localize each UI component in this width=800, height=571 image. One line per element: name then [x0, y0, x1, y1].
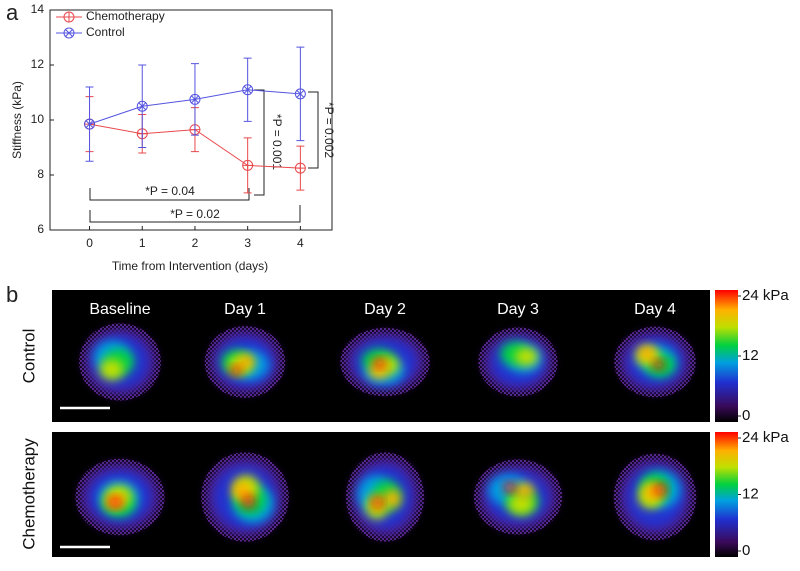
tumor: [373, 358, 386, 368]
colorbar: [715, 290, 738, 422]
legend-label: Chemotherapy: [86, 9, 165, 23]
tumor: [237, 354, 255, 369]
column-label: Baseline: [89, 301, 150, 318]
marker-circle: [189, 93, 201, 105]
marker: [294, 88, 306, 100]
x-axis-label: Time from Intervention (days): [112, 259, 268, 273]
marker-cross: [65, 29, 73, 37]
marker-circle: [242, 84, 254, 96]
y-tick-label: 12: [31, 57, 45, 71]
tumor: [384, 489, 401, 508]
tumor: [515, 347, 538, 366]
marker-circle: [63, 27, 75, 39]
tumor: [372, 496, 383, 509]
legend-marker: [63, 27, 75, 39]
column-label: Day 3: [497, 301, 539, 318]
column-label: Day 4: [634, 301, 676, 318]
tumor: [655, 483, 667, 496]
panel-label: b: [6, 282, 18, 307]
annotation: *P = 0.04: [145, 184, 195, 198]
marker-cross: [243, 85, 252, 94]
marker: [242, 159, 254, 171]
tumor: [232, 482, 252, 501]
marker-circle: [136, 100, 148, 112]
colorbar-label: 12: [742, 347, 759, 364]
legend-label: Control: [86, 25, 125, 39]
column-label: Day 2: [364, 301, 406, 318]
tumor: [109, 497, 122, 508]
marker-cross: [85, 120, 94, 128]
bracket: [89, 188, 250, 201]
row-label: Control: [19, 329, 38, 384]
marker-cross: [295, 163, 306, 174]
y-tick-label: 6: [37, 222, 44, 236]
x-tick-label: 2: [192, 236, 199, 250]
marker-cross: [64, 12, 74, 22]
marker-circle: [84, 118, 96, 130]
marker-cross: [191, 95, 199, 104]
marker: [189, 93, 201, 105]
bracket: [254, 89, 265, 196]
marker-cross: [138, 102, 147, 111]
marker-cross: [242, 160, 253, 171]
marker-cross: [296, 90, 305, 98]
y-axis-label: Stiffness (kPa): [10, 81, 24, 159]
x-tick-label: 0: [86, 236, 93, 250]
y-tick-label: 8: [37, 167, 44, 181]
colorbar-label: 24 kPa: [742, 429, 789, 446]
y-tick-label: 10: [31, 112, 45, 126]
marker: [136, 100, 148, 112]
marker-circle: [294, 88, 306, 100]
row-label: Chemotherapy: [19, 438, 38, 550]
colorbar-label: 0: [742, 542, 750, 559]
annotation: *P = 0.002: [322, 102, 336, 158]
colorbar-label: 0: [742, 407, 750, 424]
marker: [294, 162, 306, 174]
tumor: [242, 495, 255, 508]
colorbar-label: 12: [742, 485, 759, 502]
annotation: *P = 0.001: [270, 114, 284, 170]
tumor: [638, 345, 656, 360]
colorbar-label: 24 kPa: [742, 287, 789, 304]
x-tick-label: 4: [297, 236, 304, 250]
tumor: [503, 482, 516, 493]
x-tick-label: 1: [139, 236, 146, 250]
bracket: [308, 91, 319, 169]
marker: [84, 118, 96, 130]
tumor: [508, 494, 535, 515]
tumor: [515, 482, 535, 498]
bracket: [89, 205, 301, 223]
panel-label: a: [6, 0, 19, 25]
marker: [242, 84, 254, 96]
tumor: [368, 364, 388, 379]
annotation: *P = 0.02: [170, 207, 220, 221]
tumor: [230, 366, 242, 376]
legend-marker: [63, 11, 75, 23]
colorbar: [715, 432, 738, 557]
tumor: [99, 359, 124, 380]
column-label: Day 1: [224, 301, 266, 318]
tumor: [653, 360, 664, 370]
y-tick-label: 14: [31, 2, 45, 16]
x-tick-label: 3: [244, 236, 251, 250]
